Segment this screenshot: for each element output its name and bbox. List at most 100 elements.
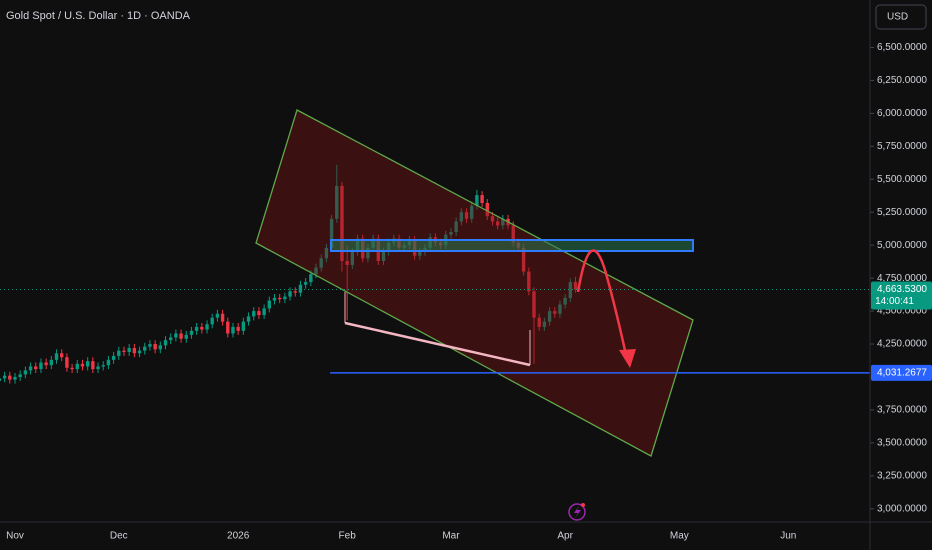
- candle-body: [490, 216, 495, 222]
- candle-body: [573, 282, 578, 290]
- candle-body: [200, 326, 204, 330]
- candle-body: [143, 346, 147, 351]
- candle-body: [75, 363, 79, 370]
- candle-body: [298, 284, 303, 293]
- y-tick-label: 5,000.0000: [877, 240, 927, 251]
- candle-body: [501, 218, 505, 226]
- candle-body: [127, 348, 131, 352]
- candle-body: [495, 221, 500, 226]
- candle-body: [2, 375, 7, 379]
- y-tick-label: 5,750.0000: [877, 141, 927, 152]
- candle-body: [85, 361, 90, 367]
- candle-body: [8, 375, 12, 380]
- candle-body: [345, 261, 349, 265]
- candle-body: [91, 361, 95, 370]
- candle-body: [210, 317, 214, 325]
- x-tick-label: Apr: [557, 531, 573, 542]
- x-tick-label: Feb: [339, 531, 357, 542]
- arrow-head: [619, 349, 636, 368]
- candle-body: [132, 348, 137, 354]
- candle-body: [163, 340, 168, 346]
- candle-body: [288, 291, 292, 297]
- candle-body: [418, 251, 422, 256]
- candle-body: [252, 311, 256, 317]
- candle-body: [54, 353, 59, 360]
- candle-body: [303, 282, 308, 285]
- y-tick-label: 5,500.0000: [877, 174, 927, 185]
- candle-body: [293, 291, 297, 293]
- candle-body: [527, 271, 531, 292]
- candle-body: [174, 333, 178, 338]
- candle-body: [231, 326, 235, 334]
- candle-body: [215, 313, 220, 318]
- candle-body: [226, 321, 230, 334]
- countdown-label: 14:00:41: [875, 296, 914, 307]
- candle-body: [101, 365, 105, 367]
- candle-body: [449, 232, 453, 235]
- candle-body: [366, 247, 370, 259]
- candle-body: [158, 345, 163, 350]
- candle-body: [0, 378, 2, 381]
- candle-body: [475, 195, 479, 206]
- candle-body: [117, 350, 121, 356]
- candle-body: [122, 350, 126, 352]
- candle-body: [60, 353, 64, 358]
- candle-body: [169, 337, 173, 341]
- candle-body: [558, 304, 562, 314]
- candle-body: [80, 363, 85, 367]
- candle-body: [335, 185, 339, 219]
- candle-body: [480, 195, 484, 203]
- candle-body: [70, 367, 74, 370]
- y-tick-label: 6,000.0000: [877, 108, 927, 119]
- candle-body: [246, 316, 251, 322]
- y-tick-label: 3,250.0000: [877, 471, 927, 482]
- pink-trendline: [344, 321, 531, 367]
- currency-button[interactable]: [875, 4, 927, 30]
- candle-body: [49, 359, 54, 366]
- candle-body: [314, 267, 318, 275]
- candle-body: [381, 251, 386, 261]
- candle-body: [553, 311, 557, 314]
- candle-body: [96, 366, 100, 370]
- y-tick-label: 6,250.0000: [877, 75, 927, 86]
- candle-body: [340, 185, 344, 261]
- drawings: [255, 109, 694, 457]
- candle-body: [28, 366, 33, 371]
- y-tick-label: 4,500.0000: [877, 306, 927, 317]
- candle-body: [148, 344, 152, 347]
- candle-body: [324, 247, 329, 259]
- x-tick-label: 2026: [227, 531, 250, 542]
- candle-body: [454, 221, 458, 232]
- candle-body: [257, 311, 261, 316]
- x-tick-label: Dec: [110, 531, 128, 542]
- candle-body: [537, 317, 541, 327]
- candle-body: [65, 357, 69, 368]
- candle-body: [485, 203, 489, 217]
- candle-body: [189, 330, 194, 335]
- candle-body: [283, 296, 287, 300]
- candle-body: [521, 247, 526, 272]
- last-price-box: [871, 281, 932, 310]
- candle-body: [272, 297, 277, 301]
- candle-body: [511, 225, 515, 243]
- candle-body: [44, 362, 48, 366]
- hline-label: 4,031.2677: [877, 368, 927, 379]
- candle-body: [568, 282, 573, 298]
- x-tick-label: Nov: [6, 531, 24, 542]
- candle-body: [179, 333, 183, 339]
- candle-body: [459, 212, 464, 222]
- candle-body: [470, 205, 474, 219]
- candle-body: [23, 370, 28, 375]
- currency-label[interactable]: USD: [887, 12, 908, 23]
- x-tick-label: May: [670, 531, 689, 542]
- y-tick-label: 6,500.0000: [877, 42, 927, 53]
- candle-body: [205, 324, 209, 330]
- candle-body: [241, 321, 246, 331]
- y-tick-label: 3,000.0000: [877, 503, 927, 514]
- candle-body: [277, 297, 282, 300]
- y-tick-label: 4,250.0000: [877, 339, 927, 350]
- candle-body: [220, 313, 225, 322]
- y-tick-label: 3,750.0000: [877, 405, 927, 416]
